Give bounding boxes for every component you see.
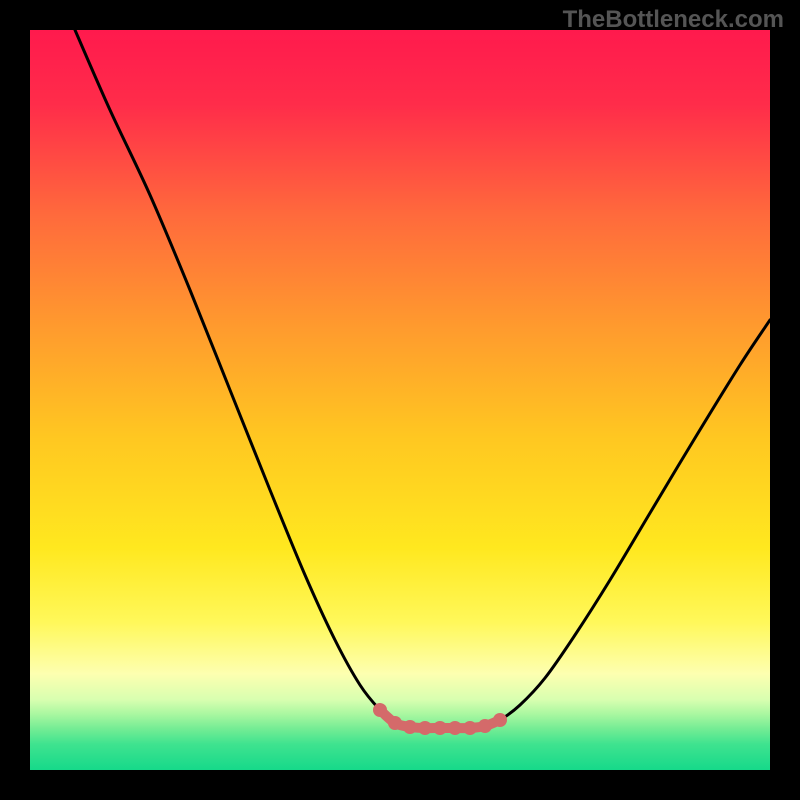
bottleneck-curve [75, 30, 770, 728]
watermark-text: TheBottleneck.com [563, 6, 784, 34]
marker-dot [403, 720, 417, 734]
marker-dot [448, 721, 462, 735]
chart-frame: TheBottleneck.com [0, 0, 800, 800]
marker-dot [418, 721, 432, 735]
marker-dot [373, 703, 387, 717]
marker-dot [388, 716, 402, 730]
marker-dot [478, 719, 492, 733]
curves-layer [30, 30, 770, 770]
plot-area [30, 30, 770, 770]
marker-dot [433, 721, 447, 735]
marker-dot [493, 713, 507, 727]
marker-dot [463, 721, 477, 735]
